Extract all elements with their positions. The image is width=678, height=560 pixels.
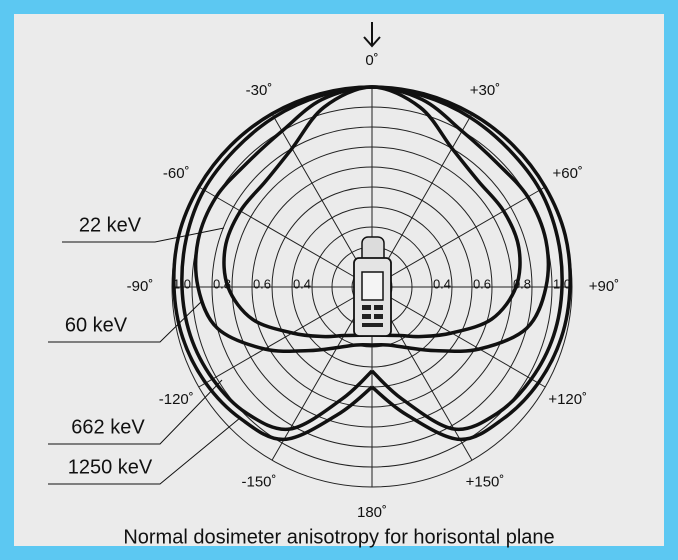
angle-label: +60˚ [552, 165, 582, 182]
r-tick-label: 1.0 [553, 276, 571, 291]
series-label: 22 keV [79, 214, 142, 236]
r-tick-label: 0.6 [253, 276, 271, 291]
angle-label: +150˚ [466, 474, 505, 491]
r-tick-label: 0.4 [293, 276, 311, 291]
r-tick-label: 1.0 [173, 276, 191, 291]
icon-button [362, 305, 371, 310]
angle-label: +30˚ [470, 82, 500, 99]
angle-label: -120˚ [159, 391, 194, 408]
series-label: 60 keV [65, 314, 128, 336]
icon-button [374, 314, 383, 319]
angle-label: -60˚ [163, 165, 190, 182]
chart: 0˚ +30˚ +60˚ +90˚ +120˚ +150˚ 180˚ -150˚ -120˚ -9… [0, 0, 678, 560]
icon-button [374, 305, 383, 310]
angle-label: +120˚ [548, 391, 587, 408]
icon-screen [362, 272, 383, 300]
angle-label: 0˚ [365, 52, 378, 69]
angle-label: -90˚ [127, 278, 154, 295]
icon-button [362, 314, 371, 319]
angle-label: -150˚ [241, 474, 276, 491]
series-label: 1250 keV [68, 456, 153, 478]
r-tick-label: 0.8 [513, 276, 531, 291]
series-label: 662 keV [71, 416, 145, 438]
icon-button [362, 323, 383, 327]
angle-label: 180˚ [357, 504, 387, 521]
caption: Normal dosimeter anisotropy for horisont… [123, 526, 554, 548]
r-tick-label: 0.6 [473, 276, 491, 291]
angle-label: -30˚ [246, 82, 273, 99]
angle-label: +90˚ [589, 278, 619, 295]
r-tick-label: 0.4 [433, 276, 451, 291]
r-tick-label: 0.8 [213, 276, 231, 291]
